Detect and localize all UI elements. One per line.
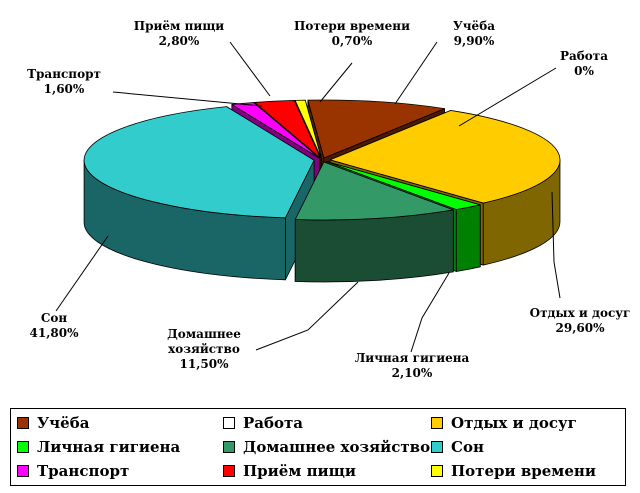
data-label-meals: Приём пищи 2,80% <box>134 19 225 48</box>
legend-item-housework: Домашнее хозяйство <box>223 436 430 458</box>
legend-swatch <box>17 441 29 453</box>
legend-item-transport: Транспорт <box>17 460 129 482</box>
data-label-hygiene: Личная гигиена 2,10% <box>355 351 470 380</box>
data-label-housework: Домашнее хозяйство 11,50% <box>167 327 241 371</box>
legend-label: Приём пищи <box>243 462 357 480</box>
legend-label: Домашнее хозяйство <box>243 438 431 456</box>
leader-leisure <box>551 191 561 299</box>
slice-sleep <box>83 106 315 219</box>
slice-transport <box>231 102 320 159</box>
slice-study <box>307 99 445 159</box>
slice-leisure <box>329 110 561 204</box>
legend-label: Транспорт <box>37 462 130 480</box>
leader-transport <box>112 91 263 107</box>
data-labels: Учёба 9,90% Работа 0% Отдых и досуг 29,60% Лич… <box>27 19 630 380</box>
side-hygiene <box>455 204 481 272</box>
data-label-study: Учёба 9,90% <box>453 19 495 48</box>
legend-item-work: Работа <box>223 412 303 434</box>
legend: Учёба Работа Отдых и досуг Личная гигиена До… <box>10 408 626 486</box>
pie-chart: Учёба 9,90% Работа 0% Отдых и досуг 29,60% Лич… <box>27 19 630 380</box>
legend-label: Сон <box>451 438 484 456</box>
legend-label: Потери времени <box>451 462 596 480</box>
leader-housework <box>255 281 359 351</box>
slice-housework <box>294 161 454 221</box>
data-label-leisure: Отдых и досуг 29,60% <box>530 306 631 335</box>
slice-time-loss <box>294 99 322 159</box>
legend-label: Личная гигиена <box>37 438 181 456</box>
data-label-time-loss: Потери времени 0,70% <box>294 19 410 48</box>
legend-item-sleep: Сон <box>431 436 484 458</box>
leader-hygiene <box>410 272 450 353</box>
legend-item-meals: Приём пищи <box>223 460 356 482</box>
legend-item-study: Учёба <box>17 412 89 434</box>
side-housework <box>294 209 454 283</box>
slice-meals <box>254 99 321 159</box>
legend-item-leisure: Отдых и досуг <box>431 412 577 434</box>
leader-work <box>458 67 557 127</box>
leader-meals <box>229 41 271 97</box>
slice-hygiene <box>326 161 481 210</box>
legend-swatch <box>17 417 29 429</box>
legend-swatch <box>17 465 29 477</box>
legend-swatch <box>223 465 235 477</box>
legend-swatch <box>431 417 443 429</box>
legend-item-hygiene: Личная гигиена <box>17 436 180 458</box>
legend-label: Учёба <box>37 414 90 432</box>
legend-label: Отдых и досуг <box>451 414 577 432</box>
data-label-work: Работа 0% <box>560 49 608 78</box>
leader-sleep <box>55 235 109 312</box>
pie-tops <box>83 99 561 221</box>
legend-swatch <box>431 465 443 477</box>
leader-time-loss <box>319 62 353 103</box>
legend-swatch <box>223 417 235 429</box>
data-label-sleep: Сон 41,80% <box>30 311 80 340</box>
legend-swatch <box>431 441 443 453</box>
leader-study <box>394 41 438 105</box>
data-label-transport: Транспорт 1,60% <box>27 67 101 96</box>
legend-swatch <box>223 441 235 453</box>
leader-lines <box>55 41 561 353</box>
legend-item-time-loss: Потери времени <box>431 460 596 482</box>
legend-label: Работа <box>243 414 304 432</box>
